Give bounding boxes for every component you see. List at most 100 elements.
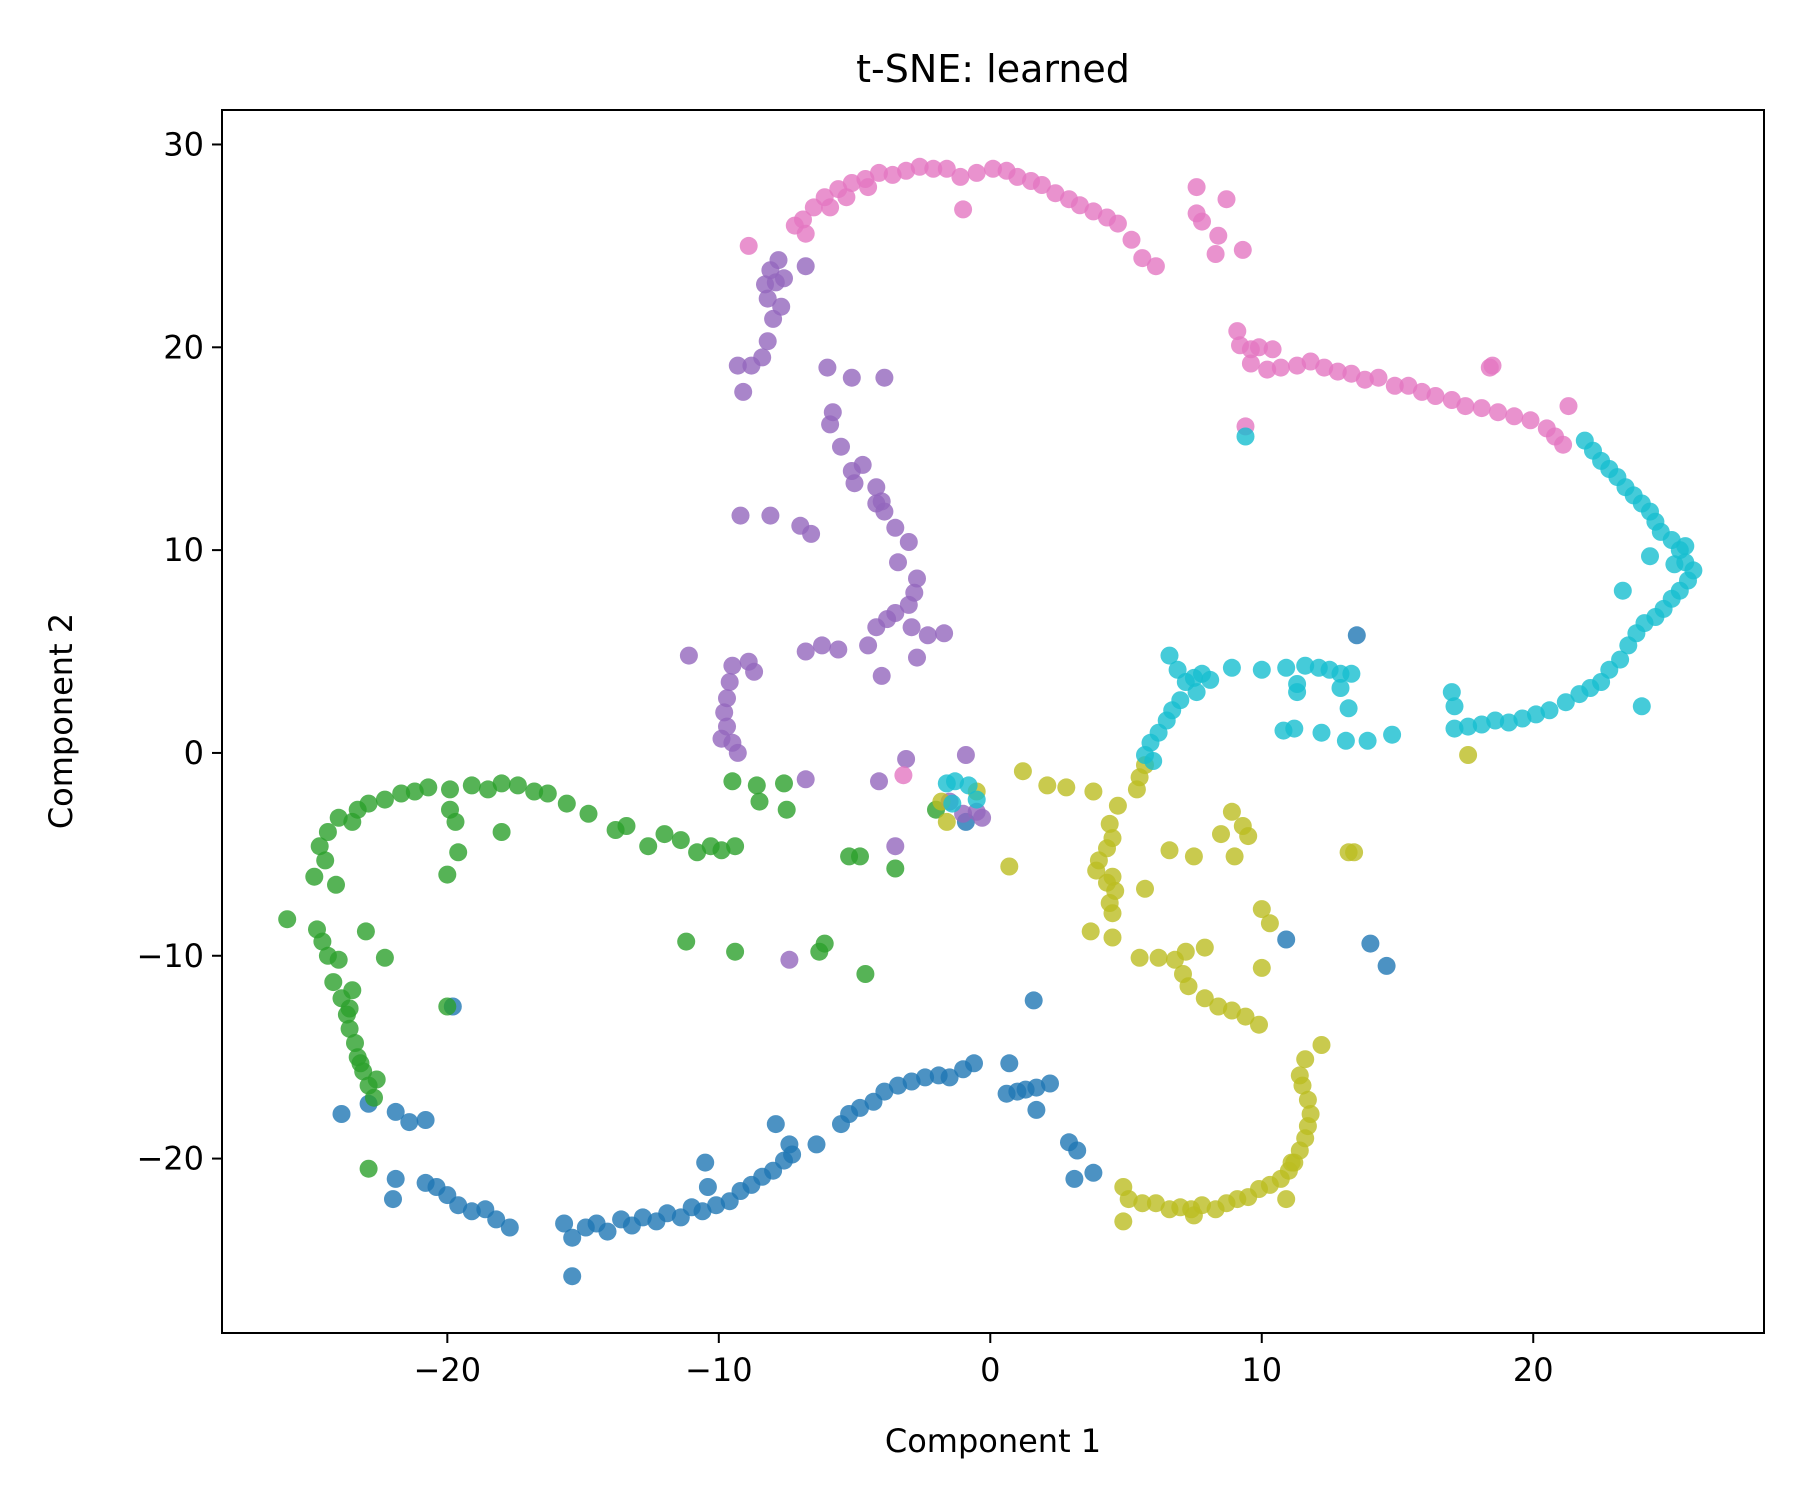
- data-point: [734, 382, 753, 401]
- data-point: [1442, 683, 1461, 702]
- x-axis-label: Component 1: [885, 1422, 1101, 1460]
- x-tick-label: 20: [1513, 1351, 1554, 1389]
- data-point: [859, 636, 878, 655]
- data-point: [720, 673, 739, 691]
- data-point: [959, 776, 978, 795]
- data-point: [416, 1173, 435, 1192]
- data-point: [745, 662, 764, 681]
- data-point: [842, 368, 861, 387]
- data-point: [750, 792, 769, 811]
- data-point: [965, 1054, 983, 1073]
- data-point: [392, 784, 411, 803]
- data-point: [796, 770, 815, 789]
- data-point: [500, 1218, 519, 1237]
- x-tick-label: −10: [685, 1351, 753, 1389]
- data-point: [1130, 948, 1149, 967]
- data-point: [1342, 664, 1361, 683]
- data-point: [718, 689, 736, 708]
- data-point: [1296, 1050, 1315, 1069]
- data-point: [1383, 725, 1402, 744]
- data-point: [1296, 656, 1315, 675]
- data-point: [1369, 368, 1388, 387]
- data-point: [1136, 879, 1154, 898]
- y-tick-label: −20: [136, 1140, 204, 1178]
- data-point: [1032, 176, 1051, 194]
- data-point: [867, 478, 886, 497]
- data-point: [918, 626, 937, 645]
- data-point: [346, 1034, 364, 1052]
- data-point: [1258, 360, 1277, 379]
- data-point: [943, 794, 962, 813]
- data-point: [1114, 1212, 1133, 1231]
- data-point: [557, 794, 576, 813]
- data-point: [777, 800, 796, 819]
- data-point: [1027, 1100, 1046, 1119]
- y-tick-label: −10: [136, 937, 204, 975]
- data-point: [1119, 1190, 1138, 1209]
- data-point: [940, 1068, 959, 1087]
- data-point: [1554, 435, 1573, 454]
- data-point: [639, 837, 658, 856]
- data-point: [492, 823, 511, 841]
- data-point: [1271, 358, 1290, 377]
- data-point: [400, 1113, 419, 1132]
- data-point: [916, 1068, 935, 1087]
- data-point: [1103, 928, 1122, 947]
- data-point: [1277, 1190, 1296, 1209]
- data-point: [1081, 922, 1100, 941]
- data-point: [598, 1222, 617, 1241]
- data-point: [375, 948, 394, 967]
- data-point: [832, 437, 850, 456]
- data-point: [479, 780, 497, 799]
- data-point: [728, 743, 747, 762]
- data-point: [712, 729, 731, 748]
- data-point: [1228, 322, 1247, 341]
- data-point: [1103, 867, 1122, 886]
- data-point: [1057, 778, 1076, 797]
- data-point: [1236, 1007, 1255, 1026]
- y-tick-label: 0: [184, 734, 204, 772]
- data-point: [462, 1202, 481, 1221]
- data-point: [1184, 847, 1203, 866]
- data-point: [1108, 796, 1127, 815]
- data-point: [764, 309, 783, 328]
- data-point: [1222, 1001, 1241, 1020]
- data-point: [1486, 711, 1505, 730]
- data-point: [726, 942, 745, 961]
- data-point: [937, 774, 956, 793]
- data-point: [1184, 1206, 1203, 1225]
- data-point: [889, 1076, 907, 1095]
- data-point: [441, 800, 459, 819]
- data-point: [1260, 914, 1279, 933]
- data-point: [870, 772, 888, 791]
- data-point: [316, 851, 335, 870]
- data-point: [1065, 1169, 1084, 1188]
- data-point: [1312, 723, 1331, 742]
- data-point: [897, 161, 916, 180]
- data-point: [332, 1105, 351, 1123]
- data-point: [1361, 934, 1380, 953]
- x-tick-label: 10: [1241, 1351, 1282, 1389]
- data-point: [1632, 697, 1651, 716]
- data-point: [688, 843, 707, 862]
- data-point: [886, 837, 905, 856]
- x-tick-label: −20: [414, 1351, 482, 1389]
- data-point: [340, 999, 359, 1018]
- data-point: [712, 841, 731, 860]
- data-point: [1206, 245, 1225, 263]
- data-point: [1193, 212, 1211, 231]
- data-point: [1222, 658, 1241, 677]
- data-point: [723, 772, 742, 791]
- data-point: [359, 794, 378, 813]
- data-point: [796, 642, 815, 661]
- data-point: [818, 358, 837, 377]
- data-point: [739, 236, 758, 255]
- data-point: [813, 636, 831, 655]
- data-point: [1000, 857, 1019, 876]
- data-point: [1201, 670, 1220, 689]
- data-point: [875, 1082, 894, 1101]
- data-point: [1347, 626, 1366, 645]
- data-point: [329, 808, 348, 827]
- data-point: [758, 289, 777, 308]
- data-point: [698, 1178, 717, 1196]
